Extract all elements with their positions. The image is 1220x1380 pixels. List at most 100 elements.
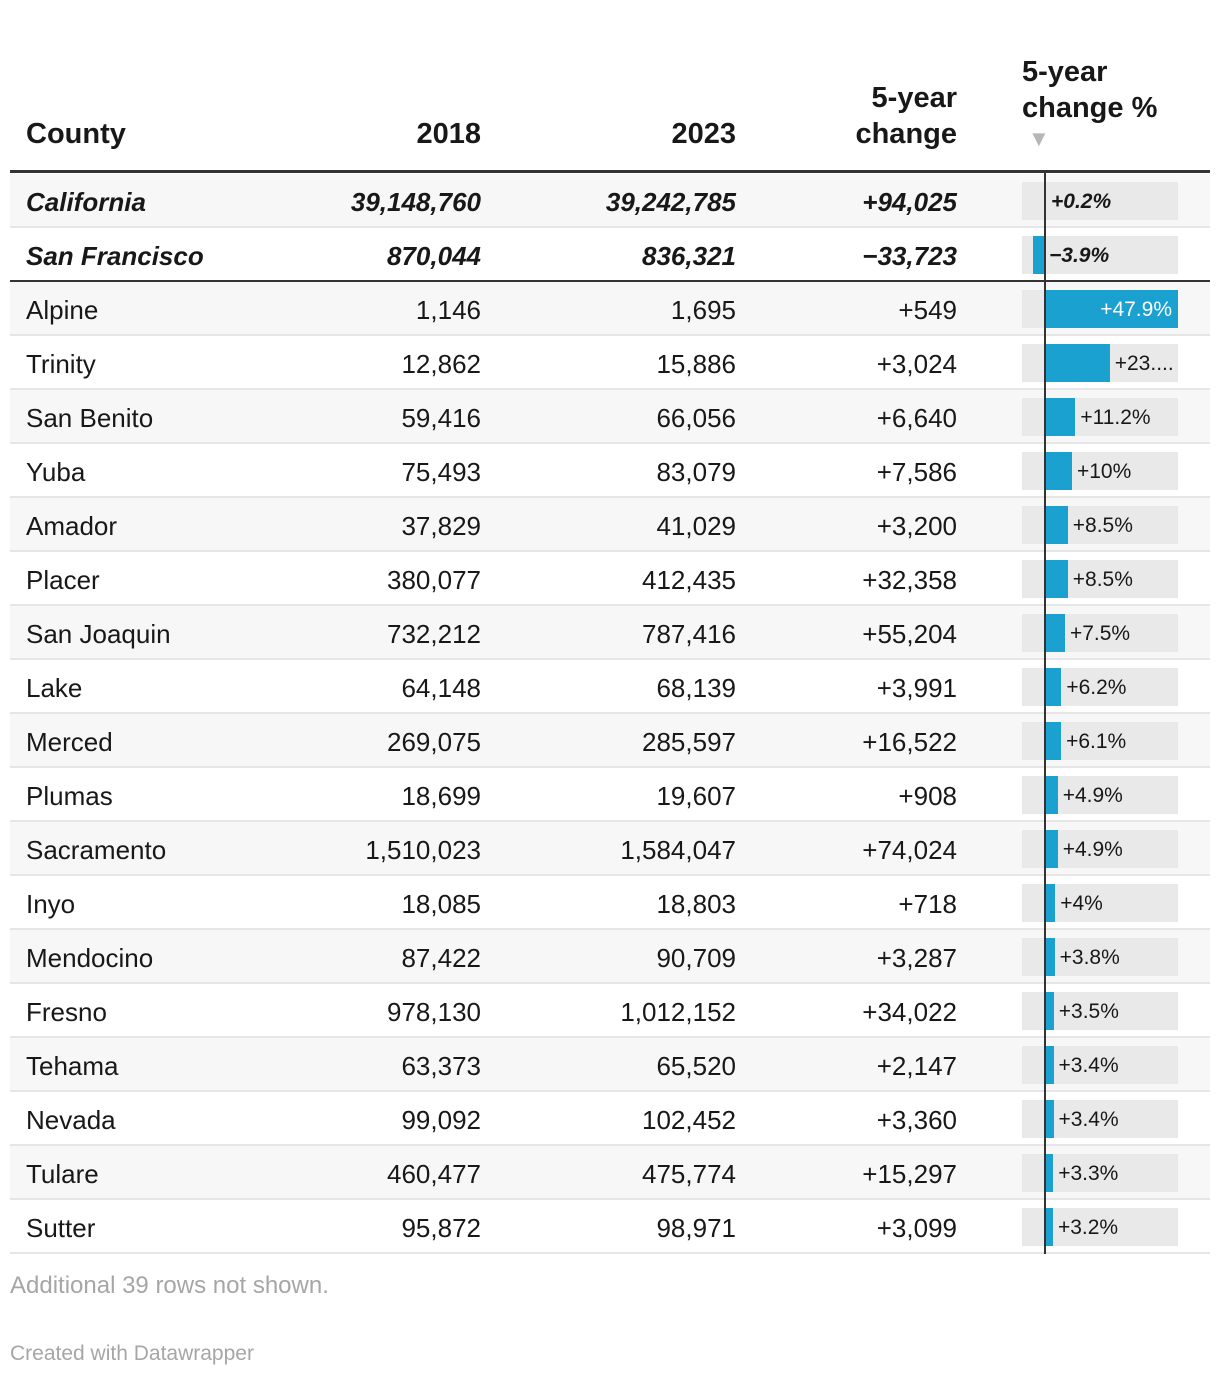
cell-county: Yuba — [26, 457, 86, 487]
cell-5-year-change: +908 — [898, 781, 957, 811]
pinned-rows-separator — [10, 280, 1210, 282]
pct-bar — [1044, 722, 1062, 760]
datawrapper-credit[interactable]: Created with Datawrapper — [10, 1342, 254, 1365]
cell-2023: 412,435 — [642, 565, 736, 595]
cell-county: Amador — [26, 511, 118, 541]
header-change-line2: change — [855, 118, 957, 150]
pct-label: +3.2% — [1057, 1216, 1119, 1239]
table-header: County 2018 2023 5-year change 5-year ch… — [10, 40, 1210, 170]
cell-2018: 59,416 — [401, 403, 481, 433]
header-2023[interactable]: 2023 — [671, 118, 736, 150]
pct-label: +4% — [1060, 892, 1103, 915]
cell-5-year-change: +718 — [898, 889, 957, 919]
table-row: Placer 380,077 412,435 +32,358 +8.5% — [10, 552, 1210, 606]
cell-2018: 64,148 — [401, 673, 481, 703]
pct-bar — [1044, 344, 1110, 382]
pct-label: +3.4% — [1058, 1054, 1119, 1077]
pct-label: +3.8% — [1059, 946, 1120, 969]
cell-county: Merced — [26, 727, 113, 757]
pct-label: +8.5% — [1072, 514, 1133, 537]
cell-2018: 37,829 — [401, 511, 481, 541]
cell-2023: 836,321 — [642, 241, 736, 271]
table-row: Sacramento 1,510,023 1,584,047 +74,024 +4.9% — [10, 822, 1210, 876]
cell-5-year-change: +7,586 — [876, 457, 957, 487]
cell-2023: 102,452 — [642, 1105, 736, 1135]
pct-label: +23.... — [1114, 352, 1174, 375]
cell-2023: 1,012,152 — [620, 997, 736, 1027]
cell-2023: 15,886 — [656, 349, 736, 379]
cell-county: Tulare — [26, 1159, 99, 1189]
header-pct-line2: change % — [1022, 92, 1158, 124]
pct-label: +4.9% — [1062, 838, 1123, 861]
cell-2023: 19,607 — [656, 781, 736, 811]
pct-bar — [1044, 1046, 1054, 1084]
table-row: Fresno 978,130 1,012,152 +34,022 +3.5% — [10, 984, 1210, 1038]
cell-2023: 1,584,047 — [620, 835, 736, 865]
pct-label: +4.9% — [1062, 784, 1123, 807]
pct-bar — [1033, 236, 1044, 274]
header-2018[interactable]: 2018 — [416, 118, 481, 150]
cell-5-year-change: +3,024 — [876, 349, 957, 379]
sort-descending-icon[interactable]: ▼ — [1028, 126, 1050, 151]
cell-2018: 99,092 — [401, 1105, 481, 1135]
pct-label: +11.2% — [1080, 406, 1151, 429]
bar-background — [1022, 182, 1178, 220]
cell-2023: 66,056 — [656, 403, 736, 433]
cell-5-year-change: +2,147 — [876, 1051, 957, 1081]
table-row: Tehama 63,373 65,520 +2,147 +3.4% — [10, 1038, 1210, 1092]
pct-bar — [1044, 668, 1062, 706]
cell-2018: 978,130 — [387, 997, 481, 1027]
cell-2018: 18,085 — [401, 889, 481, 919]
cell-5-year-change: +94,025 — [862, 187, 957, 217]
table-row: Tulare 460,477 475,774 +15,297 +3.3% — [10, 1146, 1210, 1200]
cell-county: Inyo — [26, 889, 76, 919]
cell-county: Placer — [26, 565, 100, 595]
header-rule — [10, 170, 1210, 173]
header-pct-line1: 5-year — [1022, 56, 1108, 88]
table-row: Merced 269,075 285,597 +16,522 +6.1% — [10, 714, 1210, 768]
pct-label: +0.2% — [1051, 190, 1112, 213]
bar-zero-axis — [1044, 173, 1046, 1254]
cell-county: Tehama — [26, 1051, 119, 1081]
pct-bar — [1044, 1100, 1054, 1138]
pct-label: +47.9% — [1100, 298, 1172, 321]
cell-2018: 380,077 — [387, 565, 481, 595]
cell-county: Sutter — [26, 1213, 96, 1243]
pinned-table-row: California 39,148,760 39,242,785 +94,025 +0.… — [10, 174, 1210, 228]
cell-5-year-change: +32,358 — [862, 565, 957, 595]
pct-bar — [1044, 398, 1076, 436]
table-row: Nevada 99,092 102,452 +3,360 +3.4% — [10, 1092, 1210, 1146]
cell-2023: 90,709 — [656, 943, 736, 973]
pct-bar — [1044, 830, 1058, 868]
cell-5-year-change: +549 — [898, 295, 957, 325]
cell-5-year-change: +74,024 — [862, 835, 957, 865]
cell-5-year-change: +3,360 — [876, 1105, 957, 1135]
bar-background — [1022, 236, 1178, 274]
cell-2018: 460,477 — [387, 1159, 481, 1189]
header-county[interactable]: County — [26, 118, 126, 150]
cell-2023: 285,597 — [642, 727, 736, 757]
cell-2023: 41,029 — [656, 511, 736, 541]
rows-not-shown-note: Additional 39 rows not shown. — [10, 1272, 329, 1299]
cell-2018: 269,075 — [387, 727, 481, 757]
table-row: Alpine 1,146 1,695 +549 +47.9% — [10, 282, 1210, 336]
pct-label: −3.9% — [1049, 244, 1110, 267]
header-change-line1: 5-year — [871, 82, 957, 114]
cell-county: Sacramento — [26, 835, 167, 865]
cell-county: Mendocino — [26, 943, 154, 973]
table-row: Plumas 18,699 19,607 +908 +4.9% — [10, 768, 1210, 822]
cell-5-year-change: +16,522 — [862, 727, 957, 757]
table-row: Amador 37,829 41,029 +3,200 +8.5% — [10, 498, 1210, 552]
cell-5-year-change: +3,991 — [876, 673, 957, 703]
cell-2023: 98,971 — [656, 1213, 736, 1243]
header-5-year-change-pct[interactable]: 5-year change % ▼ — [1022, 54, 1212, 152]
cell-county: California — [26, 187, 146, 217]
pinned-table-row: San Francisco 870,044 836,321 −33,723 −3.9% — [10, 228, 1210, 282]
pct-label: +10% — [1076, 460, 1132, 483]
cell-2018: 18,699 — [401, 781, 481, 811]
cell-2018: 12,862 — [401, 349, 481, 379]
header-5-year-change[interactable]: 5-year change — [777, 80, 957, 152]
cell-2018: 1,510,023 — [365, 835, 481, 865]
table-row: San Joaquin 732,212 787,416 +55,204 +7.5% — [10, 606, 1210, 660]
